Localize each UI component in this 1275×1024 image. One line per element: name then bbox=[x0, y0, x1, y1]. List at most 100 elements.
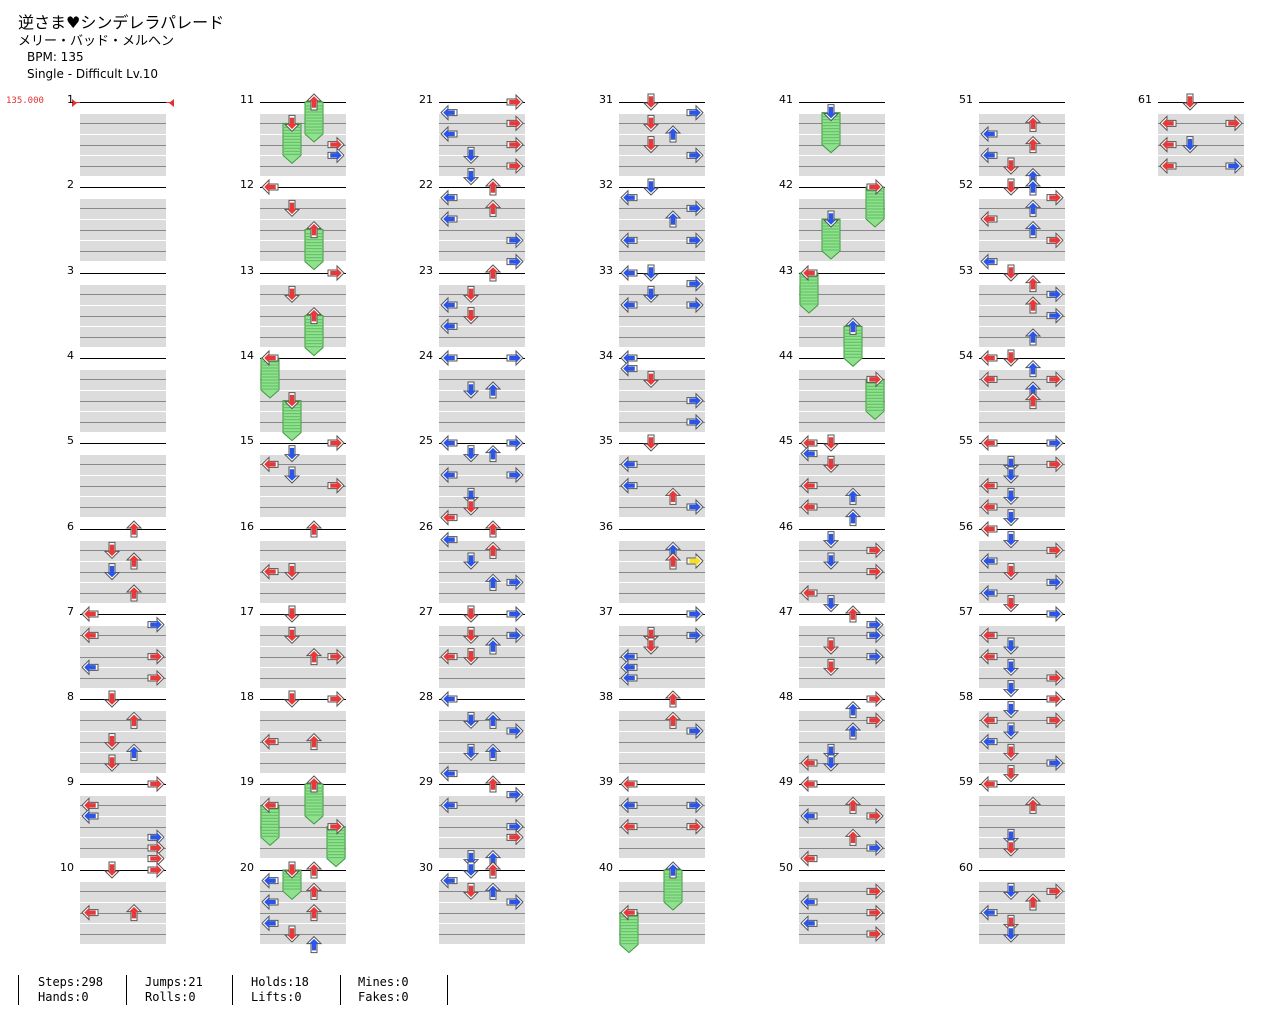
arrow-left-icon bbox=[440, 349, 458, 367]
measure-number: 7 bbox=[67, 605, 74, 618]
arrow-down-icon bbox=[1002, 349, 1020, 367]
arrow-left-icon bbox=[800, 754, 818, 772]
measure-line bbox=[80, 784, 166, 785]
arrow-right-icon bbox=[327, 818, 345, 835]
beat-band bbox=[439, 114, 525, 134]
measure-number: 25 bbox=[419, 434, 433, 447]
arrow-left-icon bbox=[440, 765, 458, 782]
arrow-up-icon bbox=[664, 487, 682, 505]
arrow-down-icon bbox=[103, 690, 121, 708]
arrow-right-icon bbox=[327, 690, 345, 708]
measure-number: 16 bbox=[240, 520, 254, 533]
measure-line bbox=[799, 187, 885, 188]
arrow-right-icon bbox=[506, 786, 524, 803]
measure-number: 59 bbox=[959, 775, 973, 788]
measure-number: 46 bbox=[779, 520, 793, 533]
beat-line bbox=[979, 827, 1065, 828]
arrow-up-icon bbox=[484, 199, 502, 217]
beat-line bbox=[619, 891, 705, 892]
beat-line bbox=[979, 657, 1065, 658]
arrow-right-icon bbox=[686, 147, 704, 164]
measure-number: 40 bbox=[599, 861, 613, 874]
beat-line bbox=[260, 720, 346, 721]
beat-line bbox=[439, 678, 525, 679]
beat-line bbox=[80, 550, 166, 551]
arrow-left-icon bbox=[800, 775, 818, 793]
beat-line bbox=[799, 123, 885, 124]
beat-line bbox=[80, 507, 166, 508]
arrow-right-icon bbox=[686, 413, 704, 431]
arrow-down-icon bbox=[103, 563, 121, 581]
arrow-left-icon bbox=[800, 584, 818, 602]
beat-band bbox=[979, 796, 1065, 816]
beat-line bbox=[979, 507, 1065, 508]
hold-body bbox=[282, 122, 302, 164]
beat-band bbox=[80, 882, 166, 902]
beat-line bbox=[260, 464, 346, 465]
beat-line bbox=[799, 464, 885, 465]
measure-number: 57 bbox=[959, 605, 973, 618]
beat-line bbox=[799, 486, 885, 487]
measure-line bbox=[439, 529, 525, 530]
beat-band bbox=[799, 711, 885, 731]
measure-number: 4 bbox=[67, 349, 74, 362]
arrow-up-icon bbox=[1024, 796, 1042, 814]
hold-body bbox=[865, 378, 885, 420]
measure-line bbox=[260, 614, 346, 615]
arrow-down-icon bbox=[642, 114, 660, 133]
beat-line bbox=[80, 486, 166, 487]
beat-line bbox=[619, 763, 705, 764]
measure-number: 18 bbox=[240, 690, 254, 703]
arrow-down-icon bbox=[822, 658, 840, 677]
beat-line bbox=[439, 635, 525, 636]
arrow-up-icon bbox=[844, 508, 862, 527]
arrow-down-icon bbox=[283, 445, 301, 463]
beat-line bbox=[979, 635, 1065, 636]
arrow-right-icon bbox=[327, 264, 345, 282]
beat-line bbox=[260, 934, 346, 935]
measure-number: 51 bbox=[959, 93, 973, 106]
arrow-left-icon bbox=[800, 445, 818, 462]
arrow-down-icon bbox=[822, 595, 840, 613]
measure-number: 23 bbox=[419, 264, 433, 277]
beat-line bbox=[619, 166, 705, 167]
beat-line bbox=[260, 657, 346, 658]
beat-band bbox=[619, 796, 705, 816]
arrow-right-icon bbox=[686, 104, 704, 121]
beat-band bbox=[979, 199, 1065, 219]
measure-line bbox=[979, 870, 1065, 871]
arrow-down-icon bbox=[283, 199, 301, 218]
measure-number: 60 bbox=[959, 861, 973, 874]
beat-line bbox=[799, 678, 885, 679]
beat-line bbox=[439, 507, 525, 508]
beat-line bbox=[619, 507, 705, 508]
arrow-up-icon bbox=[484, 861, 502, 879]
beat-line bbox=[619, 848, 705, 849]
beat-line bbox=[439, 934, 525, 935]
bpm-change-marker: 135.000 bbox=[6, 96, 44, 106]
beat-line bbox=[439, 550, 525, 551]
beat-line bbox=[439, 166, 525, 167]
arrow-down-icon bbox=[1002, 487, 1020, 506]
arrow-down-icon bbox=[1002, 466, 1020, 484]
beat-line bbox=[979, 379, 1065, 380]
arrow-right-icon bbox=[866, 690, 884, 708]
arrow-right-icon bbox=[1046, 189, 1064, 206]
arrow-right-icon bbox=[506, 93, 524, 111]
arrow-left-icon bbox=[261, 456, 279, 473]
beat-band bbox=[260, 796, 346, 816]
beat-line bbox=[979, 593, 1065, 594]
beat-line bbox=[979, 316, 1065, 317]
measure-number: 17 bbox=[240, 605, 254, 618]
stat-jumps: Jumps:21 bbox=[145, 975, 203, 989]
measure-number: 52 bbox=[959, 178, 973, 191]
arrow-up-icon bbox=[125, 903, 143, 922]
measure-line bbox=[439, 358, 525, 359]
beat-line bbox=[619, 464, 705, 465]
measure-line bbox=[80, 614, 166, 615]
arrow-left-icon bbox=[81, 807, 99, 825]
beat-line bbox=[619, 572, 705, 573]
hold-body bbox=[865, 186, 885, 228]
arrow-down-icon bbox=[822, 455, 840, 474]
beat-line bbox=[799, 337, 885, 338]
